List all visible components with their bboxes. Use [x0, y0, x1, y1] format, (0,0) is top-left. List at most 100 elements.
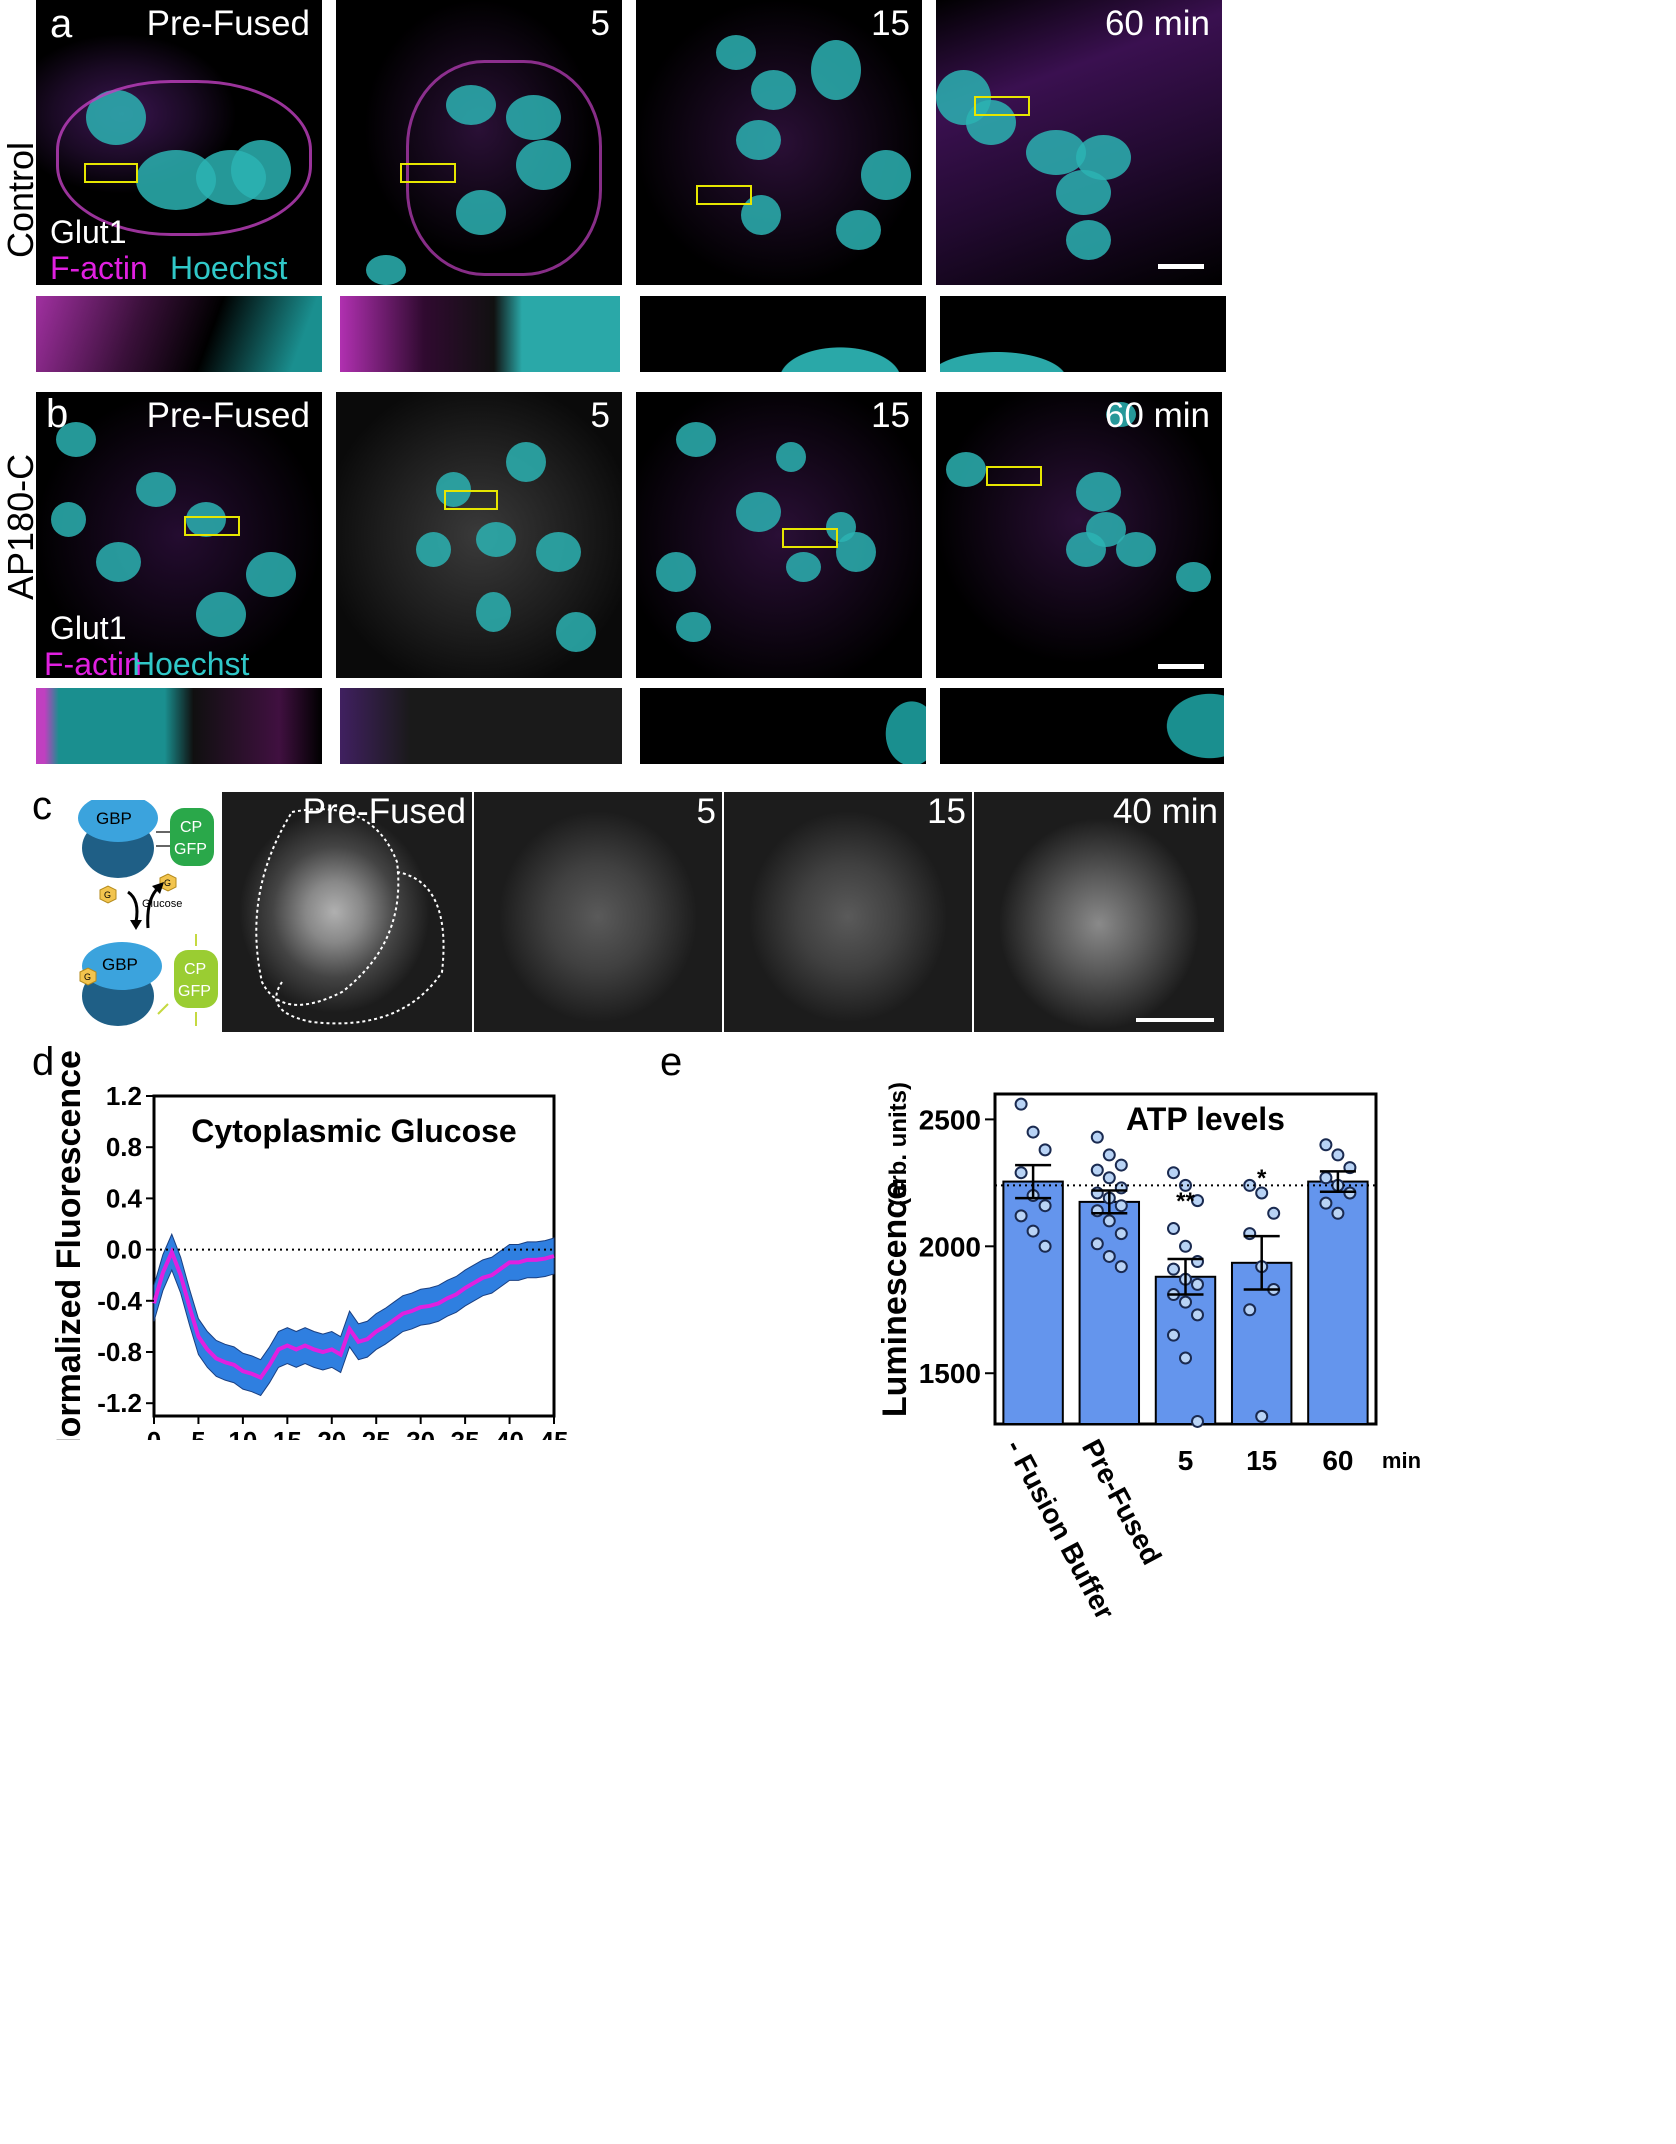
legend-factin: F-actin [44, 646, 142, 678]
zoom-a-prefused [36, 296, 322, 372]
x-tick-label: 10 [228, 1426, 257, 1440]
y-tick-label: 2500 [919, 1104, 981, 1135]
micrograph-b-prefused: Pre-Fused Glut1 F-actin Hoechst [36, 392, 322, 678]
x-tick-label: 5 [1178, 1445, 1194, 1476]
data-point [1090, 1204, 1104, 1218]
micrograph-b-15: 15 [636, 392, 922, 678]
legend-hoechst: Hoechst [132, 646, 250, 678]
data-point [1090, 1130, 1104, 1144]
data-point [1179, 1178, 1192, 1192]
chart-title: Cytoplasmic Glucose [191, 1113, 516, 1149]
micrograph-a-60: 60 min [936, 0, 1222, 285]
data-point [1191, 1277, 1204, 1291]
data-point [1114, 1181, 1128, 1195]
x-unit-label: min [1382, 1448, 1421, 1473]
panel-d-letter: d [32, 1040, 55, 1084]
time-label: 15 [927, 792, 966, 831]
x-tick-label: 15 [1246, 1445, 1277, 1476]
data-point [1114, 1260, 1128, 1274]
zoom-b-5 [340, 688, 622, 764]
micrograph-b-60: 60 min [936, 392, 1222, 678]
data-point [1102, 1171, 1116, 1185]
x-tick-label: 25 [362, 1426, 391, 1440]
mean-line [152, 1246, 555, 1381]
gbp-label: GBP [96, 809, 132, 828]
y-tick-label: 2000 [919, 1231, 981, 1262]
svg-text:G: G [164, 878, 171, 888]
x-tick-label: 40 [495, 1426, 524, 1440]
x-tick-label: 30 [406, 1426, 435, 1440]
bar [1307, 1180, 1369, 1425]
panel-c-letter: c [32, 784, 52, 828]
legend-factin: F-actin [50, 250, 148, 285]
sensor-image-40: 40 min [974, 792, 1224, 1032]
data-point [1331, 1148, 1345, 1162]
zoom-b-prefused [36, 688, 322, 764]
x-tick-label: Pre-Fused [1076, 1434, 1168, 1569]
glucose-label: Glucose [142, 898, 182, 910]
svg-text:GBP: GBP [102, 955, 138, 974]
svg-text:G: G [84, 972, 91, 982]
glucose-sensor-schematic: GBP CP GFP G G Glucose GBP G CP GFP [78, 800, 240, 1026]
panel-b-letter: b [46, 392, 69, 436]
data-point [1167, 1166, 1180, 1180]
time-label: Pre-Fused [146, 4, 310, 43]
time-label: 5 [590, 4, 610, 43]
glucose-line-chart: 0 5 10 15 20 25 30 35 40 45 1.2 0.8 0.4 0.0 -0.4 -0.8 -1… [50, 1050, 569, 1440]
time-label: 5 [696, 792, 716, 831]
y-tick-label: 0.0 [106, 1235, 142, 1265]
y-tick-label: -1.2 [97, 1388, 142, 1418]
time-label: 40 min [1112, 792, 1218, 831]
significance-label: ** [1176, 1188, 1195, 1215]
zoom-a-5 [340, 296, 620, 372]
g-label: G [104, 890, 111, 900]
data-point [1114, 1199, 1128, 1213]
data-point [1191, 1308, 1204, 1322]
data-point [1255, 1186, 1269, 1200]
x-tick-label: 45 [540, 1426, 569, 1440]
y-axis-label: Normalized Fluorescence [50, 1050, 88, 1440]
data-point [1014, 1097, 1028, 1111]
data-point [1014, 1209, 1028, 1223]
zoom-a-60 [940, 296, 1226, 372]
gfp-label: GFP [174, 841, 207, 858]
data-point [1038, 1143, 1052, 1157]
time-label: 15 [871, 396, 910, 435]
y-axis-unit: (arb. units) [885, 1082, 912, 1206]
data-point [1267, 1206, 1281, 1220]
svg-text:GFP: GFP [178, 983, 211, 1000]
data-point [1191, 1255, 1204, 1269]
sensor-image-15: 15 [724, 792, 972, 1032]
data-point [1191, 1414, 1204, 1428]
significance-label: * [1257, 1165, 1267, 1192]
x-tick-label: 15 [273, 1426, 302, 1440]
data-point [1243, 1227, 1257, 1241]
time-label: 15 [871, 4, 910, 43]
data-point [1114, 1158, 1128, 1172]
error-band [153, 1232, 555, 1397]
zoom-b-15 [640, 688, 926, 764]
data-point [1038, 1239, 1052, 1253]
data-point [1255, 1409, 1269, 1423]
x-tick-label: 35 [451, 1426, 480, 1440]
bar [1002, 1180, 1064, 1425]
data-point [1102, 1148, 1116, 1162]
data-point [1167, 1262, 1180, 1276]
data-point [1090, 1163, 1104, 1177]
x-tick-label: 20 [317, 1426, 346, 1440]
x-tick-label: 0 [147, 1426, 161, 1440]
data-point [1331, 1206, 1345, 1220]
legend-glut1: Glut1 [50, 214, 127, 250]
data-point [1102, 1249, 1116, 1263]
data-point [1167, 1222, 1180, 1236]
micrograph-a-5: 5 [336, 0, 622, 285]
sensor-image-5: 5 [474, 792, 722, 1032]
micrograph-b-5: 5 [336, 392, 622, 678]
y-tick-label: 1.2 [106, 1081, 142, 1111]
x-tick-label: 60 [1322, 1445, 1353, 1476]
panel-e-letter: e [660, 1040, 683, 1084]
zoom-a-15 [640, 296, 926, 372]
data-point [1026, 1224, 1040, 1238]
time-label: 60 min [1104, 396, 1210, 435]
